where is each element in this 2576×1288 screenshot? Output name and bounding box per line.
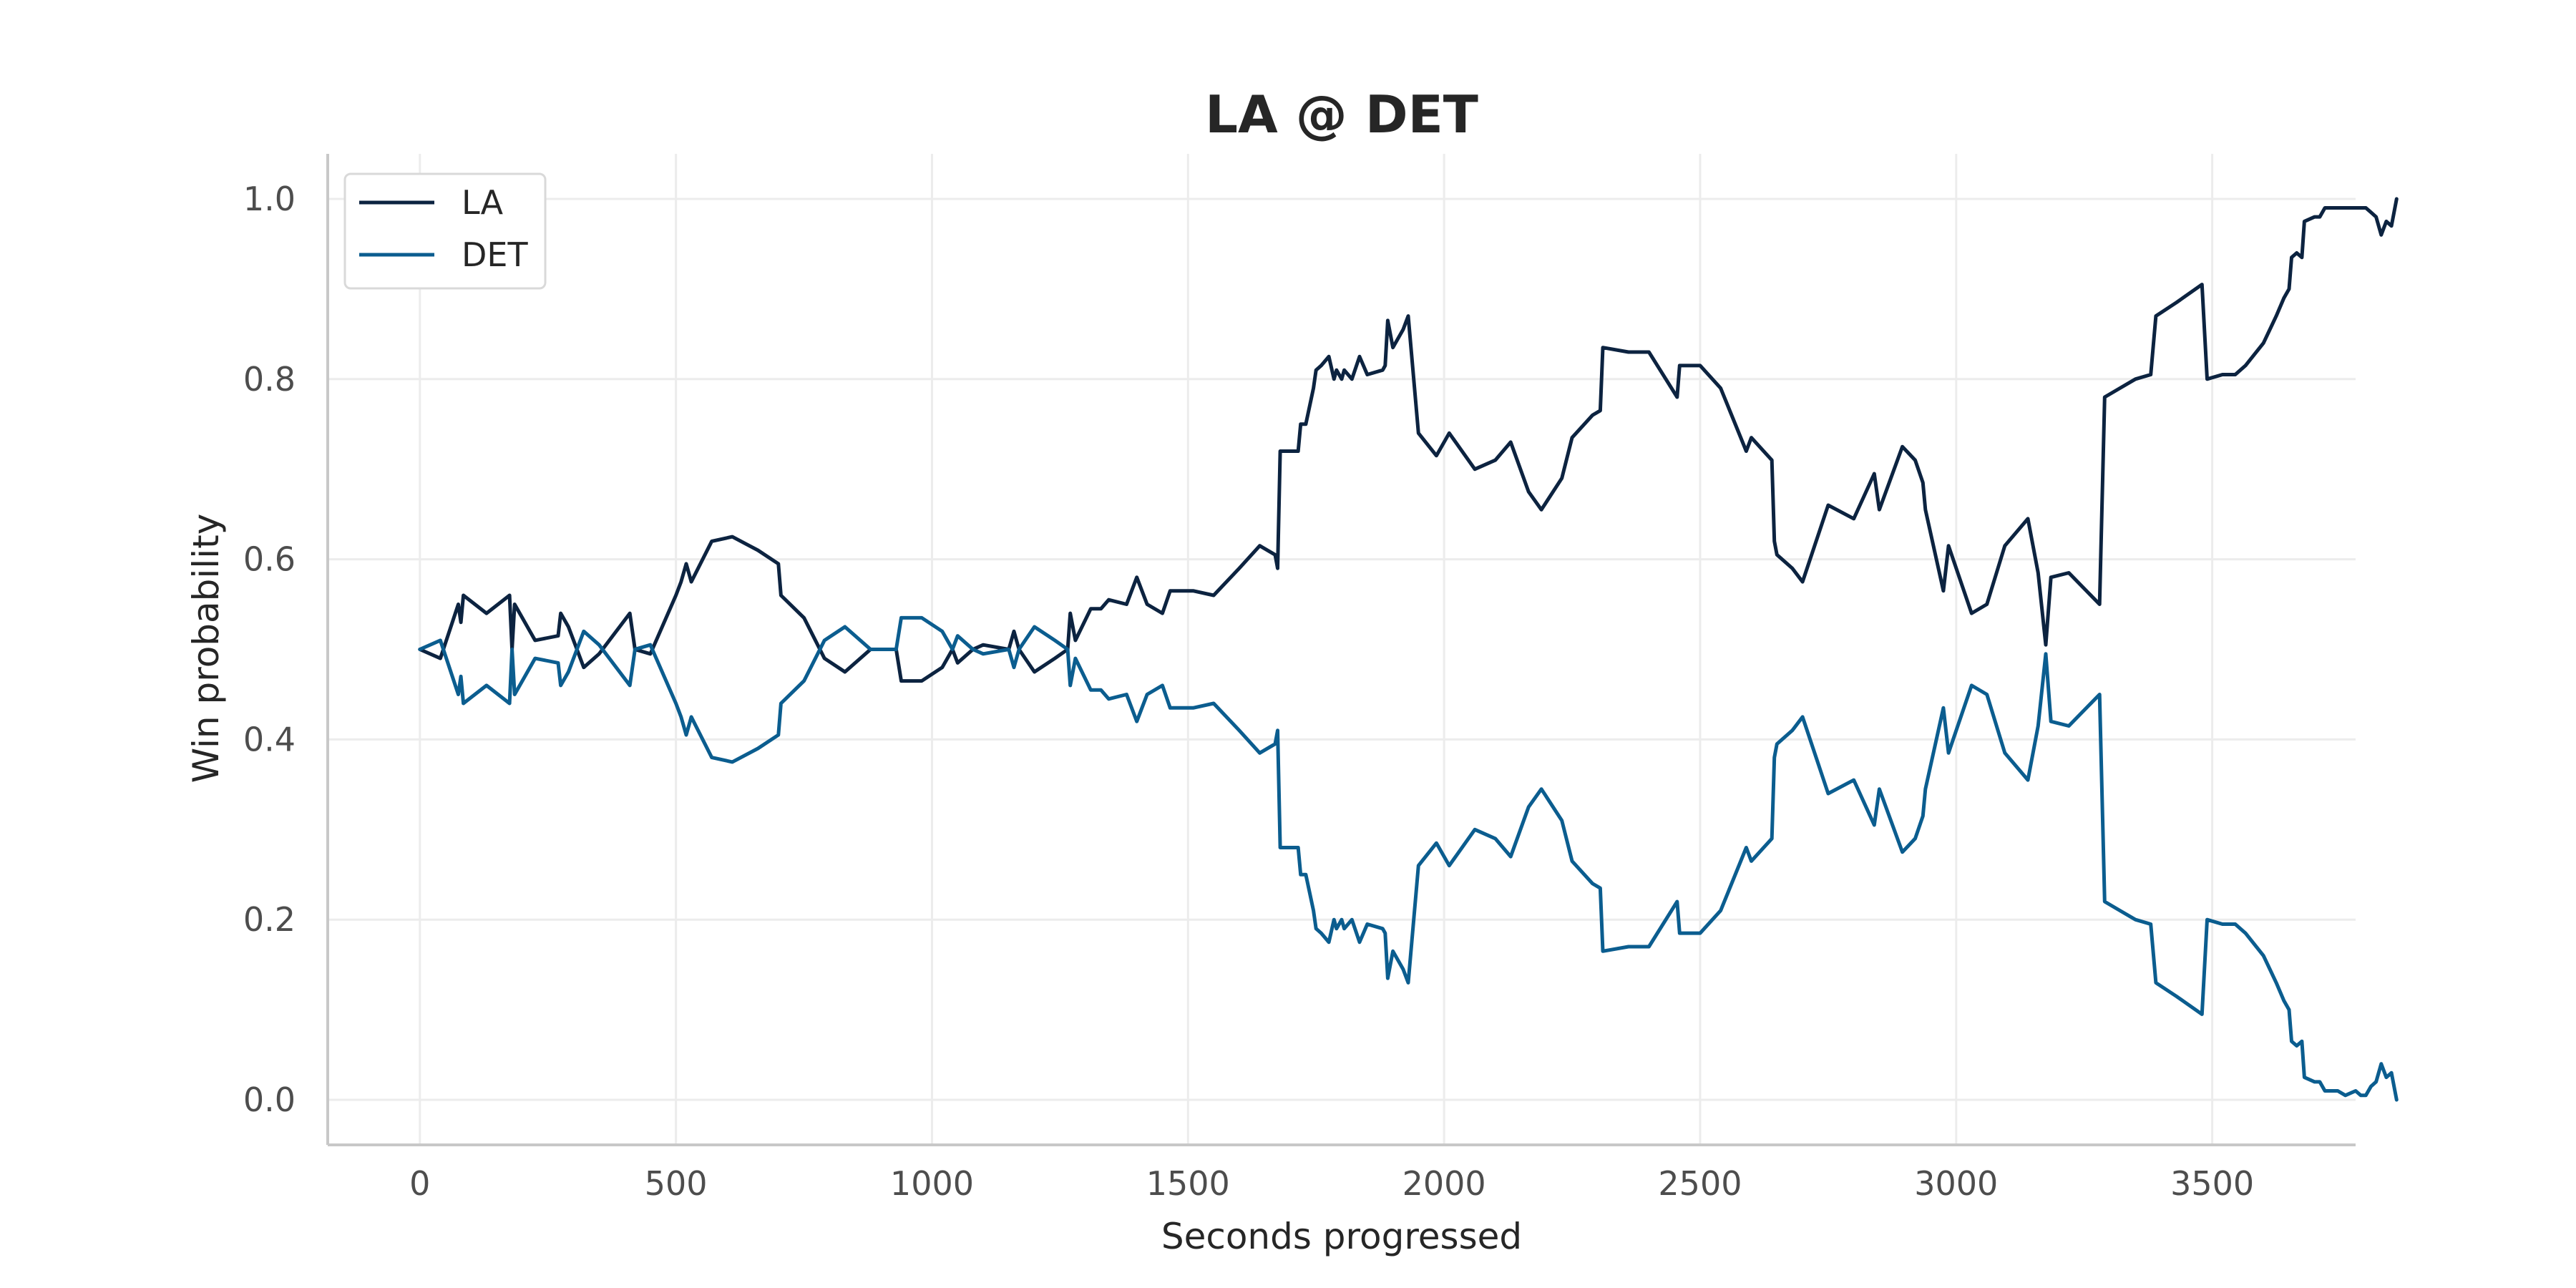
series-line-la <box>418 197 2399 683</box>
y-axis-label: Win probability <box>185 514 227 784</box>
legend: LA DET <box>343 172 547 290</box>
y-tick-label: 0.0 <box>243 1080 296 1119</box>
y-tick-label: 0.6 <box>243 540 296 579</box>
legend-label-la: LA <box>462 183 504 222</box>
tick-labels: 0 500 1000 1500 2000 2500 3000 3500 0.0 0.2 0.4 0.6… <box>243 180 2254 1203</box>
x-tick-label: 3500 <box>2170 1164 2254 1203</box>
x-tick-label: 1000 <box>890 1164 974 1203</box>
y-tick-label: 0.8 <box>243 360 296 399</box>
x-tick-label: 500 <box>645 1164 708 1203</box>
x-axis-label: Seconds progressed <box>1161 1216 1522 1257</box>
x-tick-label: 3000 <box>1914 1164 1998 1203</box>
x-tick-label: 1500 <box>1146 1164 1230 1203</box>
x-tick-label: 2500 <box>1658 1164 1742 1203</box>
y-tick-label: 0.4 <box>243 720 296 758</box>
y-tick-label: 0.2 <box>243 900 296 939</box>
series-lines <box>418 197 2399 1102</box>
axes <box>326 154 2356 1146</box>
x-tick-label: 2000 <box>1402 1164 1486 1203</box>
chart-title: LA @ DET <box>1205 84 1478 145</box>
y-tick-label: 1.0 <box>243 180 296 218</box>
legend-label-det: DET <box>462 235 528 274</box>
grid <box>328 154 2356 1145</box>
series-line-det <box>418 615 2399 1102</box>
x-tick-label: 0 <box>409 1164 430 1203</box>
